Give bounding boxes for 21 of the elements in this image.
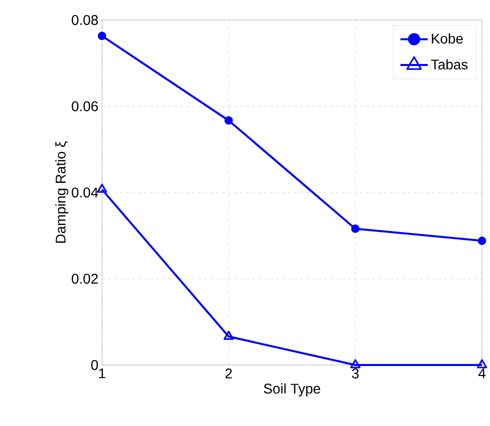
y-tick-label: 0 [91, 360, 98, 370]
x-tick-label: 2 [225, 368, 232, 378]
y-axis-title: Damping Ratio ξ [55, 141, 68, 243]
point [350, 359, 360, 368]
x-tick-label: 1 [99, 368, 106, 378]
point [224, 116, 233, 125]
legend-label: Tabas [431, 59, 468, 70]
x-tick-label: 4 [478, 368, 486, 378]
legend-label: Kobe [432, 33, 463, 44]
x-axis-title: Soil Type [264, 383, 320, 396]
y-tick-label: 0.08 [72, 15, 98, 25]
point [96, 184, 108, 193]
point [224, 330, 234, 340]
point [98, 32, 106, 40]
y-tick-label: 0.06 [72, 101, 98, 112]
point [476, 359, 488, 368]
point [351, 224, 360, 233]
point [478, 236, 486, 245]
x-tick-label: 3 [352, 368, 359, 378]
y-tick-label: 0.02 [72, 274, 98, 284]
y-tick-label: 0.04 [72, 188, 98, 198]
